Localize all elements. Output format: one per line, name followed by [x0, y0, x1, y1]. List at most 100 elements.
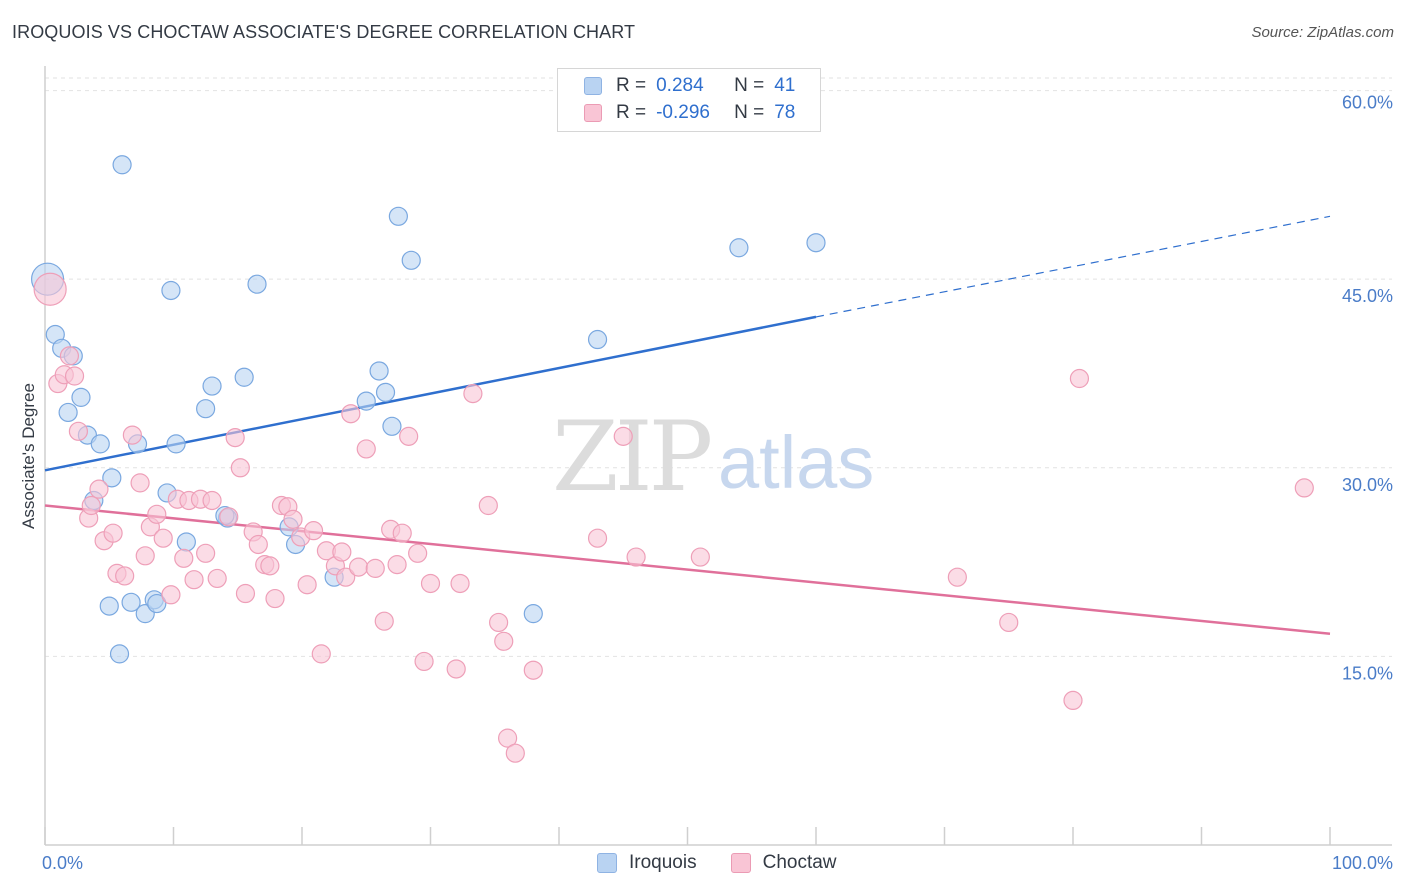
legend-swatch-iroquois [584, 77, 602, 95]
legend-n-label: N = [734, 75, 765, 96]
point-choctaw [33, 272, 67, 306]
series-swatch-iroquois [597, 853, 617, 873]
point-iroquois [102, 468, 122, 488]
point-choctaw [207, 568, 227, 589]
y-tick-label: 15.0% [1342, 663, 1393, 683]
point-iroquois [58, 402, 78, 423]
point-choctaw [356, 439, 376, 459]
point-choctaw [420, 573, 441, 594]
point-iroquois [109, 644, 130, 664]
point-choctaw [147, 504, 167, 524]
legend-swatch-choctaw [584, 104, 602, 122]
point-choctaw [260, 556, 280, 576]
point-choctaw [230, 458, 250, 478]
legend-row-choctaw: R = -0.296 N = 78 [584, 100, 795, 126]
legend-r-value: -0.296 [656, 102, 710, 123]
legend-n-label: N = [734, 102, 765, 123]
point-choctaw [450, 573, 470, 594]
point-iroquois [202, 376, 222, 396]
series-swatch-choctaw [730, 853, 751, 873]
point-choctaw [494, 631, 514, 651]
point-choctaw [365, 558, 385, 578]
legend-row-iroquois: R = 0.284 N = 41 [584, 73, 795, 99]
tick-labels: 15.0% 30.0% 45.0% 60.0% 0.0% 100.0% [42, 93, 1393, 873]
data-points [30, 155, 1314, 763]
point-iroquois [806, 233, 826, 253]
point-choctaw [64, 366, 85, 386]
point-iroquois [375, 382, 396, 402]
point-choctaw [392, 523, 412, 543]
point-choctaw [184, 570, 204, 590]
point-iroquois [356, 391, 376, 411]
point-iroquois [121, 592, 141, 612]
point-choctaw [297, 575, 317, 595]
point-choctaw [947, 567, 967, 587]
trend-line-choctaw [44, 504, 1331, 636]
point-choctaw [89, 479, 109, 499]
point-choctaw [196, 543, 216, 563]
point-choctaw [399, 426, 419, 446]
point-choctaw [999, 612, 1019, 633]
point-iroquois [523, 604, 543, 624]
point-choctaw [387, 555, 407, 575]
point-choctaw [408, 543, 428, 563]
y-tick-label: 30.0% [1342, 475, 1393, 495]
legend-n-value: 41 [774, 75, 796, 96]
point-choctaw [505, 743, 525, 763]
point-iroquois [99, 596, 119, 616]
point-iroquois [729, 238, 749, 258]
point-choctaw [311, 644, 331, 664]
point-choctaw [303, 521, 324, 541]
point-choctaw [613, 426, 633, 446]
point-choctaw [122, 425, 142, 445]
point-choctaw [414, 651, 434, 672]
axes [44, 66, 1392, 846]
point-choctaw [115, 566, 135, 586]
point-choctaw [489, 612, 509, 633]
point-choctaw [463, 384, 483, 404]
point-choctaw [1294, 478, 1314, 498]
correlation-legend: R = 0.284 N = 41 R = -0.296 N = 78 [557, 68, 821, 132]
point-choctaw [248, 534, 268, 555]
point-iroquois [369, 361, 389, 381]
y-axis-label: Associate's Degree [19, 383, 38, 529]
series-legend-iroquois[interactable]: Iroquois [597, 852, 697, 874]
point-choctaw [348, 557, 369, 577]
point-choctaw [225, 428, 245, 448]
trend-line-extension-iroquois [815, 215, 1331, 318]
legend-r-label: R = [616, 75, 647, 96]
point-choctaw [174, 548, 194, 568]
point-choctaw [332, 542, 352, 562]
y-tick-label: 45.0% [1342, 286, 1393, 306]
point-iroquois [176, 532, 196, 552]
point-choctaw [523, 660, 543, 680]
point-choctaw [202, 490, 222, 511]
point-choctaw [587, 528, 608, 548]
point-choctaw [153, 528, 173, 548]
point-iroquois [196, 399, 216, 419]
point-choctaw [1069, 368, 1090, 389]
series-label-choctaw: Choctaw [762, 852, 837, 873]
point-iroquois [90, 434, 110, 454]
grid-lines [45, 77, 1392, 657]
series-legend-choctaw[interactable]: Choctaw [730, 852, 837, 874]
point-choctaw [59, 346, 80, 366]
point-choctaw [219, 507, 239, 527]
point-iroquois [166, 434, 186, 454]
x-tick-label: 100.0% [1332, 853, 1393, 873]
legend-n-value: 78 [774, 102, 796, 123]
point-choctaw [265, 588, 285, 609]
point-choctaw [135, 546, 155, 566]
point-choctaw [130, 473, 150, 493]
point-choctaw [283, 509, 303, 529]
point-iroquois [234, 367, 254, 387]
point-choctaw [81, 495, 101, 516]
point-choctaw [161, 585, 181, 605]
point-iroquois [388, 206, 408, 226]
point-iroquois [147, 593, 167, 614]
point-choctaw [235, 583, 256, 604]
point-iroquois [587, 329, 608, 350]
point-choctaw [446, 659, 466, 679]
point-iroquois [247, 274, 267, 294]
